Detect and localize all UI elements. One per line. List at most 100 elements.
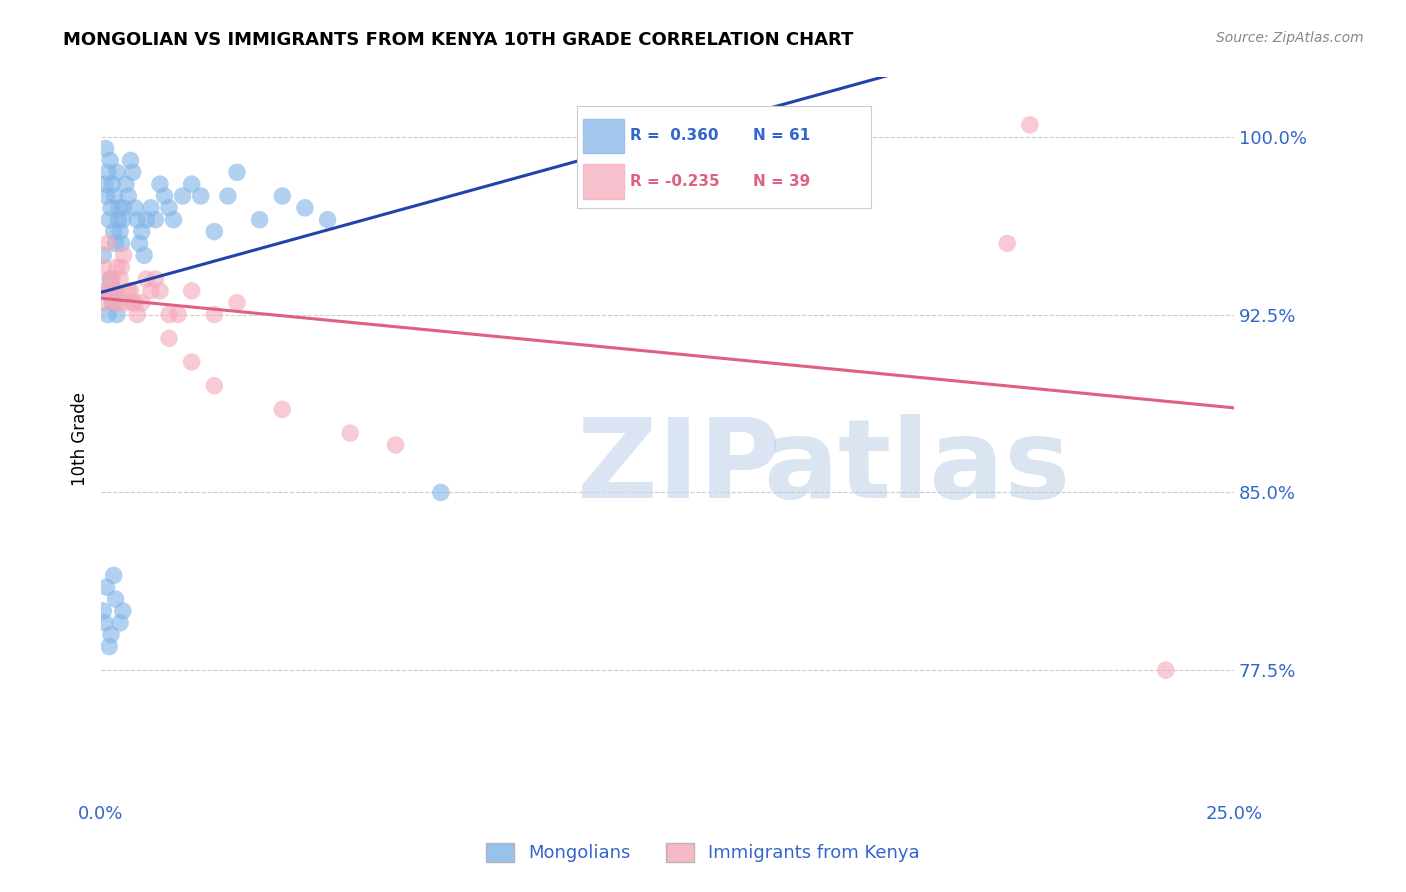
Point: [94, 142, 117, 156]
Point: [124, 201, 146, 215]
Point: [115, 177, 138, 191]
Point: [112, 248, 135, 262]
Point: [97, 308, 120, 322]
Legend: Mongolians, Immigrants from Kenya: Mongolians, Immigrants from Kenya: [479, 836, 927, 870]
Point: [97, 236, 120, 251]
Point: [91, 248, 114, 262]
Point: [145, 272, 167, 286]
Point: [117, 189, 139, 203]
Text: MONGOLIAN VS IMMIGRANTS FROM KENYA 10TH GRADE CORRELATION CHART: MONGOLIAN VS IMMIGRANTS FROM KENYA 10TH …: [63, 31, 853, 49]
Point: [101, 272, 124, 286]
Point: [105, 308, 128, 322]
Point: [100, 627, 122, 641]
Point: [93, 177, 115, 191]
Point: [94, 284, 117, 298]
Point: [107, 212, 129, 227]
Point: [108, 272, 131, 286]
Point: [124, 295, 146, 310]
Point: [316, 212, 339, 227]
Point: [430, 485, 453, 500]
Point: [110, 260, 132, 274]
Point: [120, 153, 142, 168]
Point: [96, 284, 118, 298]
Point: [104, 592, 127, 607]
Point: [149, 177, 172, 191]
Point: [91, 604, 114, 618]
Point: [202, 225, 225, 239]
Point: [995, 236, 1018, 251]
Point: [139, 284, 162, 298]
Point: [108, 295, 131, 310]
Point: [131, 295, 153, 310]
Point: [94, 295, 117, 310]
Point: [135, 272, 157, 286]
Point: [98, 212, 121, 227]
Point: [98, 640, 121, 654]
Point: [104, 284, 127, 298]
Point: [108, 201, 131, 215]
Point: [108, 225, 131, 239]
Point: [121, 295, 143, 310]
Point: [104, 189, 127, 203]
Point: [121, 165, 143, 179]
Point: [104, 284, 127, 298]
Point: [101, 177, 124, 191]
Point: [139, 201, 162, 215]
Point: [162, 212, 184, 227]
Point: [97, 165, 120, 179]
Point: [172, 189, 194, 203]
Point: [131, 225, 153, 239]
Point: [111, 604, 134, 618]
Point: [157, 201, 180, 215]
Point: [96, 580, 118, 594]
Point: [180, 284, 202, 298]
Point: [98, 153, 121, 168]
Point: [294, 201, 316, 215]
Point: [127, 212, 149, 227]
Point: [100, 201, 122, 215]
Y-axis label: 10th Grade: 10th Grade: [72, 392, 89, 486]
Point: [132, 248, 155, 262]
Point: [105, 260, 128, 274]
Point: [108, 615, 131, 630]
Point: [153, 189, 176, 203]
Point: [120, 284, 142, 298]
Point: [105, 165, 128, 179]
Text: ZIP: ZIP: [576, 415, 780, 522]
Point: [115, 295, 138, 310]
Point: [249, 212, 271, 227]
Point: [157, 308, 180, 322]
Point: [180, 177, 202, 191]
Point: [145, 212, 167, 227]
Point: [190, 189, 212, 203]
Point: [271, 189, 294, 203]
Point: [180, 355, 202, 369]
Point: [1018, 118, 1040, 132]
Point: [339, 426, 361, 441]
Point: [226, 165, 249, 179]
Point: [98, 284, 121, 298]
Point: [384, 438, 406, 452]
Point: [101, 295, 124, 310]
Point: [96, 189, 118, 203]
Point: [100, 272, 122, 286]
Point: [103, 225, 125, 239]
Text: atlas: atlas: [763, 415, 1071, 522]
Point: [91, 260, 114, 274]
Point: [217, 189, 239, 203]
Point: [271, 402, 294, 417]
Point: [104, 236, 127, 251]
Point: [112, 201, 135, 215]
Point: [1154, 663, 1177, 677]
Point: [98, 272, 121, 286]
Text: Source: ZipAtlas.com: Source: ZipAtlas.com: [1216, 31, 1364, 45]
Point: [111, 212, 134, 227]
Point: [135, 212, 157, 227]
Point: [149, 284, 172, 298]
Point: [202, 378, 225, 392]
Point: [110, 236, 132, 251]
Point: [202, 308, 225, 322]
Point: [167, 308, 190, 322]
Point: [127, 308, 149, 322]
Point: [117, 284, 139, 298]
